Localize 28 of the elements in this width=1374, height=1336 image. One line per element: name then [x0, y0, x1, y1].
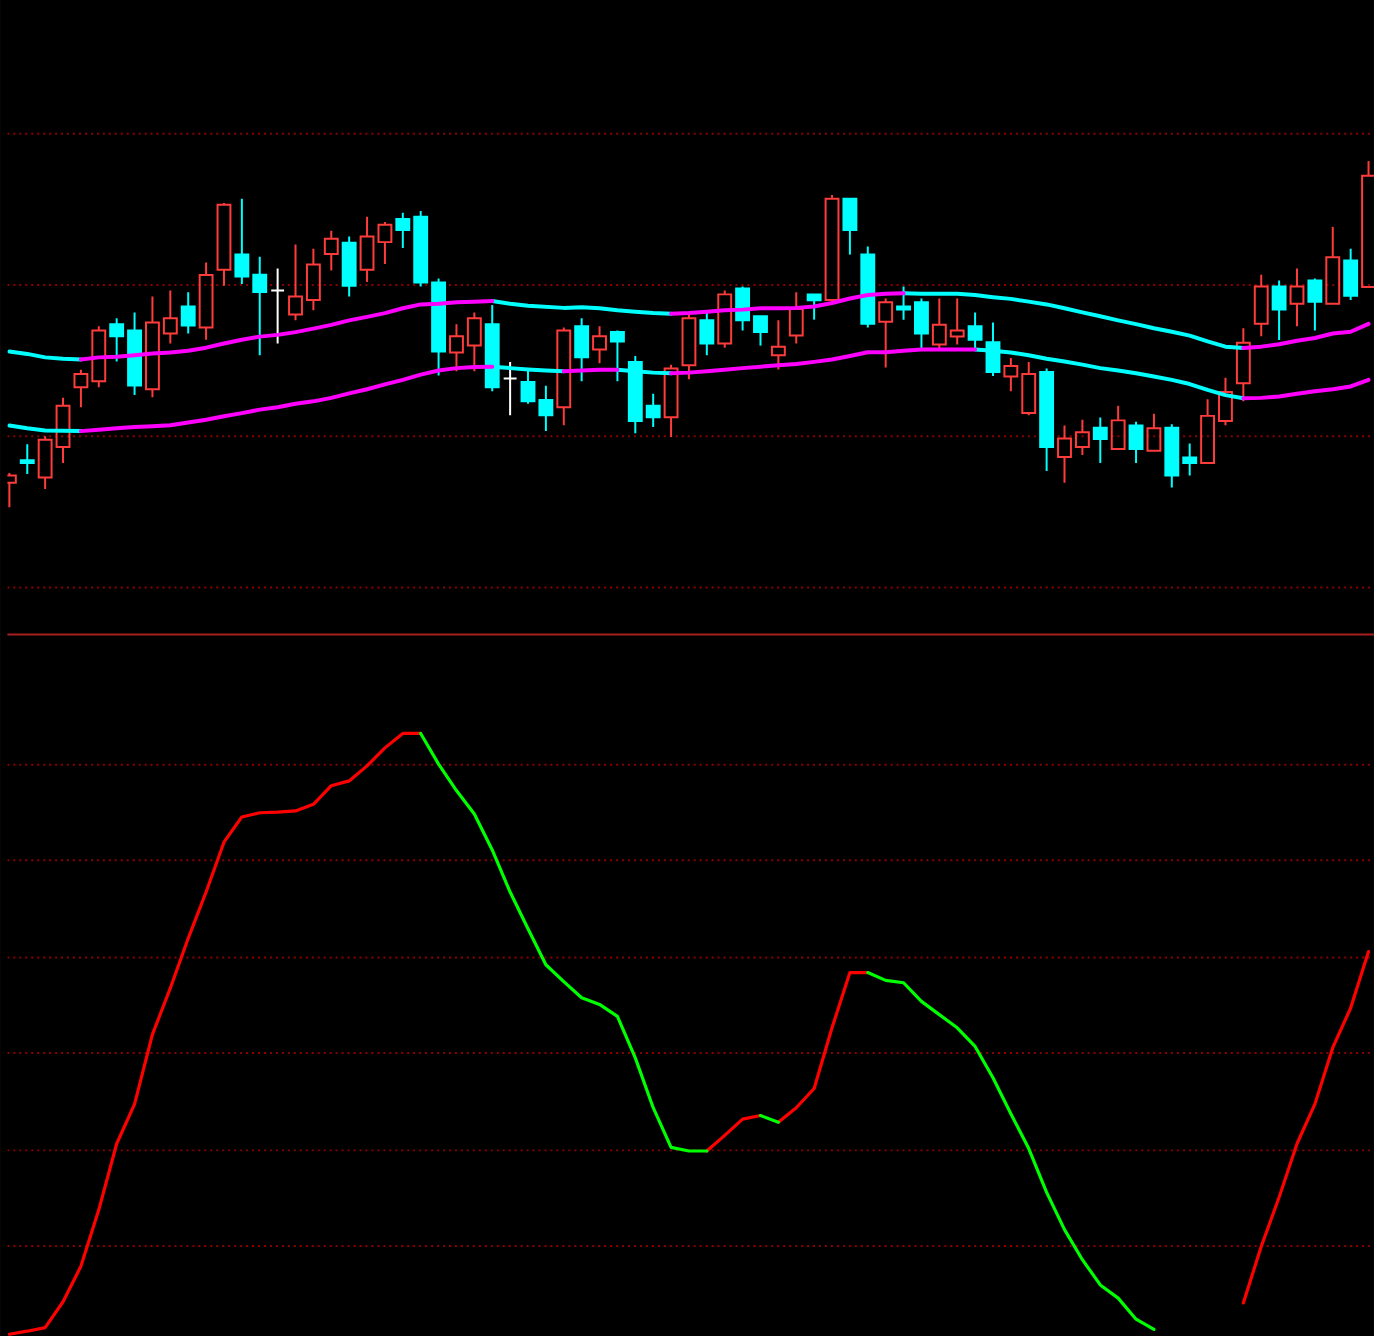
candlestick [1110, 404, 1126, 450]
candlestick [806, 293, 822, 321]
candlestick [1039, 367, 1055, 472]
candlestick [1235, 326, 1251, 402]
candlestick [1146, 412, 1162, 452]
candlestick [574, 316, 590, 382]
candlestick [502, 360, 518, 416]
candlestick [842, 197, 858, 256]
candlestick [180, 290, 196, 335]
candlestick [788, 290, 804, 345]
candlestick [216, 201, 232, 287]
candlestick [663, 363, 679, 438]
candlestick [1253, 273, 1269, 337]
candlestick [323, 229, 339, 272]
candlestick [1307, 277, 1323, 332]
candlestick [556, 326, 572, 426]
candlestick [19, 442, 35, 475]
candlestick [609, 329, 625, 382]
candlestick [270, 267, 286, 345]
candlestick [878, 297, 894, 369]
candlestick [770, 318, 786, 371]
candlestick [1092, 416, 1108, 464]
candlestick [198, 261, 214, 341]
candlestick [1289, 267, 1305, 327]
candlestick [1271, 279, 1287, 341]
candlestick [1128, 420, 1144, 464]
candlestick [1325, 225, 1341, 305]
candlestick [592, 324, 607, 364]
